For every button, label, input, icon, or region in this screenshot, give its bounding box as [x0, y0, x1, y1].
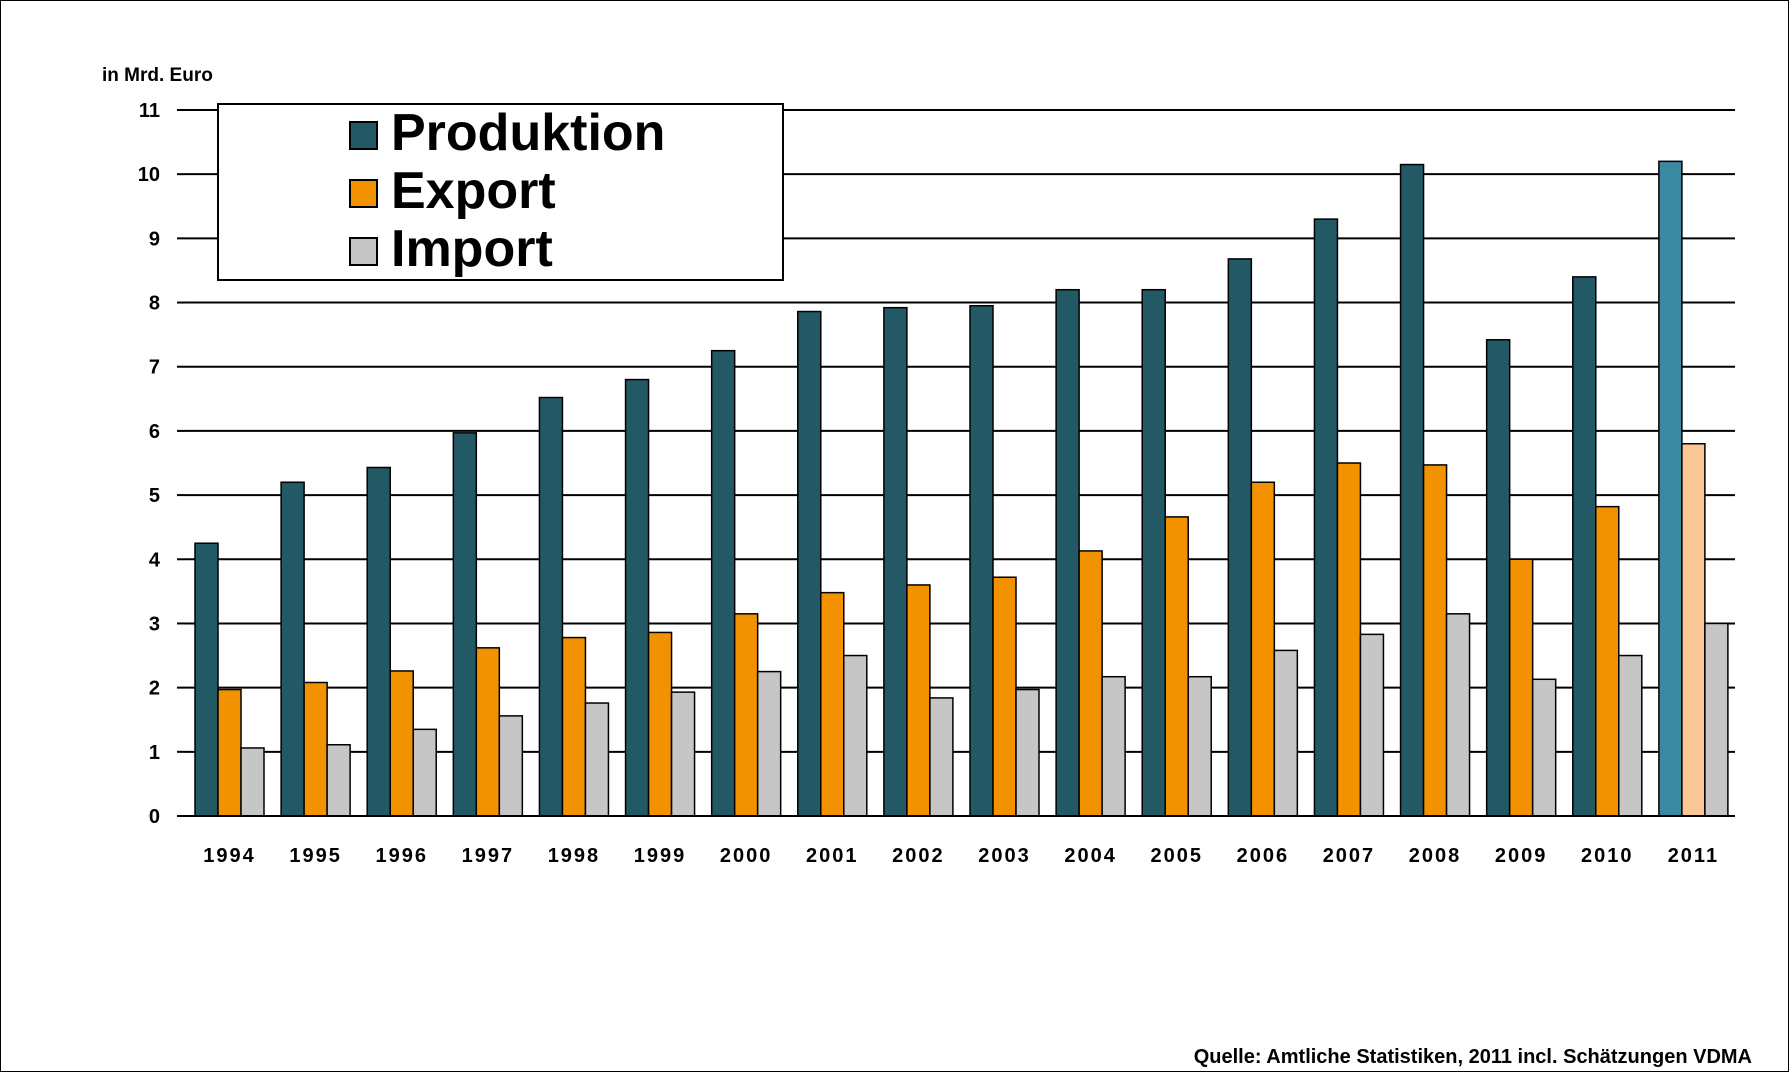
- x-tick-label: 1999: [634, 845, 687, 867]
- legend-box: [217, 103, 784, 281]
- x-tick-label: 1996: [375, 845, 428, 867]
- bar-produktion-2006: [1227, 258, 1253, 817]
- y-axis-label: in Mrd. Euro: [102, 65, 213, 86]
- y-tick-label: 6: [149, 421, 160, 443]
- x-tick-label: 2004: [1064, 845, 1117, 867]
- bar-import-2007: [1359, 633, 1385, 817]
- y-tick-label: 11: [139, 100, 160, 122]
- y-tick-label: 2: [149, 678, 160, 700]
- bar-export-1995: [303, 681, 328, 817]
- bar-import-2002: [929, 697, 954, 817]
- bar-import-2005: [1187, 675, 1212, 817]
- bar-produktion-1997: [452, 432, 478, 817]
- legend-swatch-produktion: [349, 121, 378, 150]
- bar-import-2008: [1445, 613, 1471, 817]
- x-tick-label: 1994: [203, 845, 256, 867]
- bar-export-2004: [1078, 550, 1103, 817]
- bar-produktion-2003: [969, 305, 994, 817]
- bar-import-1994: [240, 747, 265, 817]
- bar-export-2007: [1336, 462, 1362, 817]
- legend-label-produktion: Produktion: [391, 104, 665, 162]
- bar-produktion-2010: [1572, 276, 1597, 817]
- bar-export-2002: [906, 584, 931, 817]
- legend-label-export: Export: [391, 162, 556, 220]
- bar-produktion-2011: [1658, 160, 1683, 817]
- bar-produktion-2001: [797, 310, 822, 817]
- legend-label-import: Import: [391, 220, 553, 278]
- x-tick-label: 2005: [1150, 845, 1203, 867]
- x-tick-label: 2003: [978, 845, 1031, 867]
- bar-export-1994: [217, 688, 242, 817]
- bar-produktion-1996: [366, 466, 391, 817]
- x-tick-label: 2006: [1237, 845, 1290, 867]
- bar-import-2010: [1618, 654, 1643, 817]
- bar-export-2011: [1681, 442, 1706, 817]
- bar-import-1997: [498, 715, 524, 817]
- bar-produktion-2008: [1399, 163, 1425, 817]
- bar-import-2004: [1101, 675, 1126, 817]
- y-tick-label: 3: [149, 613, 160, 635]
- bar-produktion-2000: [710, 349, 736, 817]
- y-tick-label: 1: [149, 742, 160, 764]
- x-tick-label: 2010: [1581, 845, 1634, 867]
- bar-produktion-2009: [1485, 339, 1511, 817]
- bar-export-1998: [561, 636, 587, 817]
- bar-import-2000: [756, 670, 782, 817]
- gridlines: [177, 109, 1735, 817]
- x-tick-label: 1998: [548, 845, 601, 867]
- y-tick-label: 4: [149, 549, 161, 571]
- bar-export-1997: [475, 647, 501, 817]
- bar-import-1996: [412, 728, 437, 817]
- y-axis-ticks: 0 1 2 3 4 5 6 7 8 9 10 11: [138, 100, 161, 828]
- y-tick-label: 5: [149, 485, 160, 507]
- x-axis-ticks: 1994 1995 1996 1997 1998 1999 2000 2001 2002 2003…: [203, 845, 1719, 867]
- x-tick-label: 2009: [1495, 845, 1548, 867]
- y-tick-label: 9: [149, 228, 160, 250]
- bar-export-1999: [647, 631, 673, 817]
- bar-export-2001: [820, 591, 845, 817]
- bar-import-2006: [1273, 649, 1299, 817]
- bar-produktion-2005: [1141, 288, 1166, 817]
- bar-import-1998: [584, 702, 610, 817]
- x-tick-label: 2008: [1409, 845, 1462, 867]
- bar-export-2010: [1595, 505, 1620, 817]
- bar-produktion-1995: [280, 481, 305, 817]
- source-note: Quelle: Amtliche Statistiken, 2011 incl.…: [1194, 1046, 1752, 1068]
- y-tick-label: 7: [149, 357, 160, 379]
- bar-import-2003: [1015, 688, 1040, 817]
- y-tick-label: 0: [149, 806, 160, 828]
- x-tick-label: 2011: [1668, 845, 1719, 867]
- bar-produktion-2004: [1055, 288, 1080, 817]
- bar-import-2001: [843, 654, 868, 817]
- legend-swatch-export: [349, 179, 378, 208]
- bar-import-2009: [1531, 678, 1557, 817]
- y-tick-label: 10: [138, 164, 160, 186]
- bar-export-2009: [1508, 558, 1534, 817]
- bar-export-2005: [1164, 516, 1189, 817]
- x-tick-label: 2001: [806, 845, 859, 867]
- bar-produktion-1999: [624, 378, 650, 817]
- x-tick-label: 2002: [892, 845, 945, 867]
- bar-import-1999: [670, 691, 696, 817]
- bar-export-2008: [1422, 464, 1448, 817]
- x-tick-label: 1995: [289, 845, 342, 867]
- bar-produktion-2007: [1313, 218, 1339, 817]
- bar-export-2006: [1250, 481, 1276, 817]
- bar-import-1995: [326, 744, 351, 817]
- x-tick-label: 2007: [1323, 845, 1376, 867]
- bar-export-2003: [992, 576, 1017, 817]
- x-tick-label: 1997: [462, 845, 515, 867]
- bar-produktion-2002: [883, 306, 908, 817]
- legend-swatch-import: [349, 237, 378, 266]
- bar-export-2000: [733, 613, 759, 817]
- bars: [194, 160, 1729, 817]
- bar-import-2011: [1704, 622, 1729, 817]
- y-tick-label: 8: [149, 293, 160, 315]
- bar-export-1996: [389, 670, 414, 817]
- bar-produktion-1998: [538, 396, 564, 817]
- x-tick-label: 2000: [720, 845, 773, 867]
- bar-produktion-1994: [194, 542, 219, 817]
